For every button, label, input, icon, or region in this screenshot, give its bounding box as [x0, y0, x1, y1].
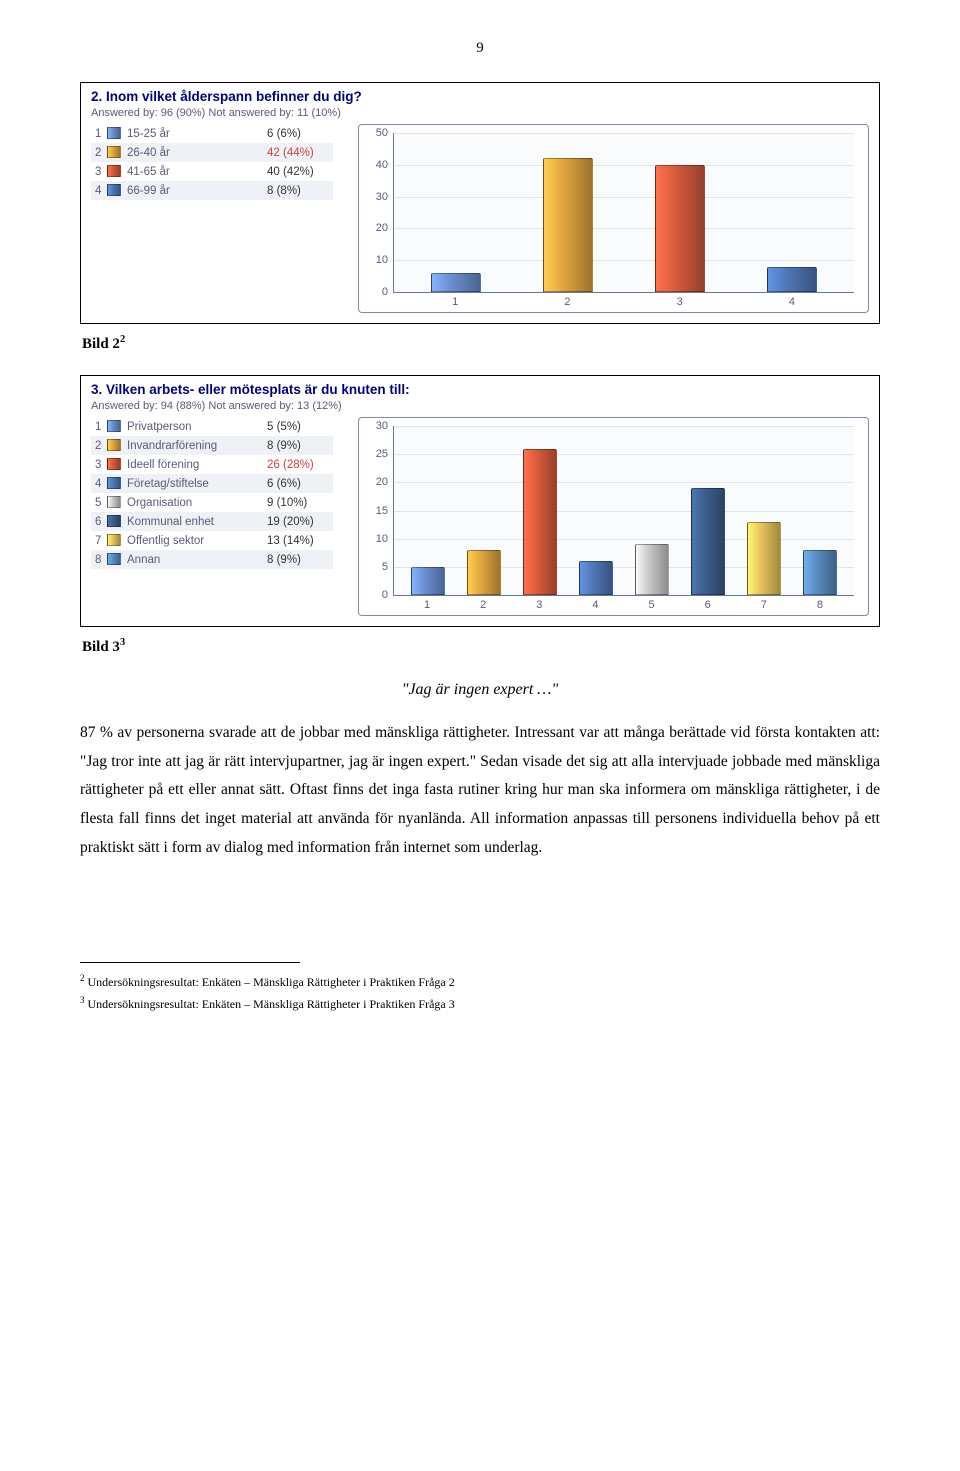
chart-bar	[579, 561, 613, 595]
y-tick: 20	[364, 222, 388, 234]
footnote-2: 2 Undersökningsresultat: Enkäten – Mänsk…	[80, 971, 880, 992]
y-tick: 10	[364, 254, 388, 266]
x-tick: 3	[677, 296, 683, 308]
x-tick: 2	[480, 599, 486, 611]
y-tick: 0	[364, 286, 388, 298]
y-tick: 25	[364, 448, 388, 460]
table-row: 226-40 år42 (44%)	[91, 143, 333, 162]
chart-bar	[431, 273, 481, 292]
chart-bar	[767, 267, 817, 292]
x-tick: 1	[424, 599, 430, 611]
q2-title: 2. Inom vilket ålderspann befinner du di…	[91, 89, 869, 104]
footnote-separator	[80, 962, 300, 963]
table-row: 5Organisation9 (10%)	[91, 493, 333, 512]
x-tick: 4	[592, 599, 598, 611]
chart-bar	[747, 522, 781, 595]
y-tick: 5	[364, 561, 388, 573]
y-tick: 10	[364, 533, 388, 545]
survey-box-q3: 3. Vilken arbets- eller mötesplats är du…	[80, 375, 880, 627]
q3-stats: Answered by: 94 (88%) Not answered by: 1…	[91, 400, 869, 412]
table-row: 115-25 år6 (6%)	[91, 124, 333, 143]
q3-title: 3. Vilken arbets- eller mötesplats är du…	[91, 382, 869, 397]
y-tick: 50	[364, 127, 388, 139]
page-number: 9	[80, 40, 880, 57]
survey-box-q2: 2. Inom vilket ålderspann befinner du di…	[80, 82, 880, 324]
y-tick: 30	[364, 191, 388, 203]
x-tick: 1	[452, 296, 458, 308]
chart-bar	[467, 550, 501, 595]
quote-text: "Jag är ingen expert …"	[80, 681, 880, 699]
table-row: 466-99 år8 (8%)	[91, 181, 333, 200]
q3-table: 1Privatperson5 (5%)2Invandrarförening8 (…	[91, 417, 333, 569]
body-paragraph: 87 % av personerna svarade att de jobbar…	[80, 719, 880, 862]
table-row: 7Offentlig sektor13 (14%)	[91, 531, 333, 550]
y-tick: 20	[364, 476, 388, 488]
caption-bild3: Bild 33	[82, 637, 880, 656]
q2-stats: Answered by: 96 (90%) Not answered by: 1…	[91, 107, 869, 119]
y-tick: 30	[364, 420, 388, 432]
table-row: 4Företag/stiftelse6 (6%)	[91, 474, 333, 493]
chart-bar	[803, 550, 837, 595]
chart-bar	[655, 165, 705, 292]
table-row: 8Annan8 (9%)	[91, 550, 333, 569]
x-tick: 2	[564, 296, 570, 308]
table-row: 341-65 år40 (42%)	[91, 162, 333, 181]
chart-bar	[635, 544, 669, 595]
x-tick: 8	[817, 599, 823, 611]
chart-bar	[543, 158, 593, 292]
chart-bar	[691, 488, 725, 595]
y-tick: 0	[364, 589, 388, 601]
chart-bar	[523, 449, 557, 595]
table-row: 3Ideell förening26 (28%)	[91, 455, 333, 474]
footnote-3: 3 Undersökningsresultat: Enkäten – Mänsk…	[80, 993, 880, 1014]
table-row: 1Privatperson5 (5%)	[91, 417, 333, 436]
q3-chart: 0 5 10 15 20 25 30 1 2 3 4 5 6 7 8	[358, 417, 869, 616]
y-tick: 40	[364, 159, 388, 171]
table-row: 6Kommunal enhet19 (20%)	[91, 512, 333, 531]
x-tick: 5	[649, 599, 655, 611]
table-row: 2Invandrarförening8 (9%)	[91, 436, 333, 455]
q2-table: 115-25 år6 (6%)226-40 år42 (44%)341-65 å…	[91, 124, 333, 200]
x-tick: 3	[536, 599, 542, 611]
y-tick: 15	[364, 505, 388, 517]
x-tick: 4	[789, 296, 795, 308]
footnotes: 2 Undersökningsresultat: Enkäten – Mänsk…	[80, 971, 880, 1013]
q2-chart: 0 10 20 30 40 50 1 2 3 4	[358, 124, 869, 313]
x-tick: 7	[761, 599, 767, 611]
caption-bild2: Bild 22	[82, 334, 880, 353]
x-tick: 6	[705, 599, 711, 611]
chart-bar	[411, 567, 445, 595]
